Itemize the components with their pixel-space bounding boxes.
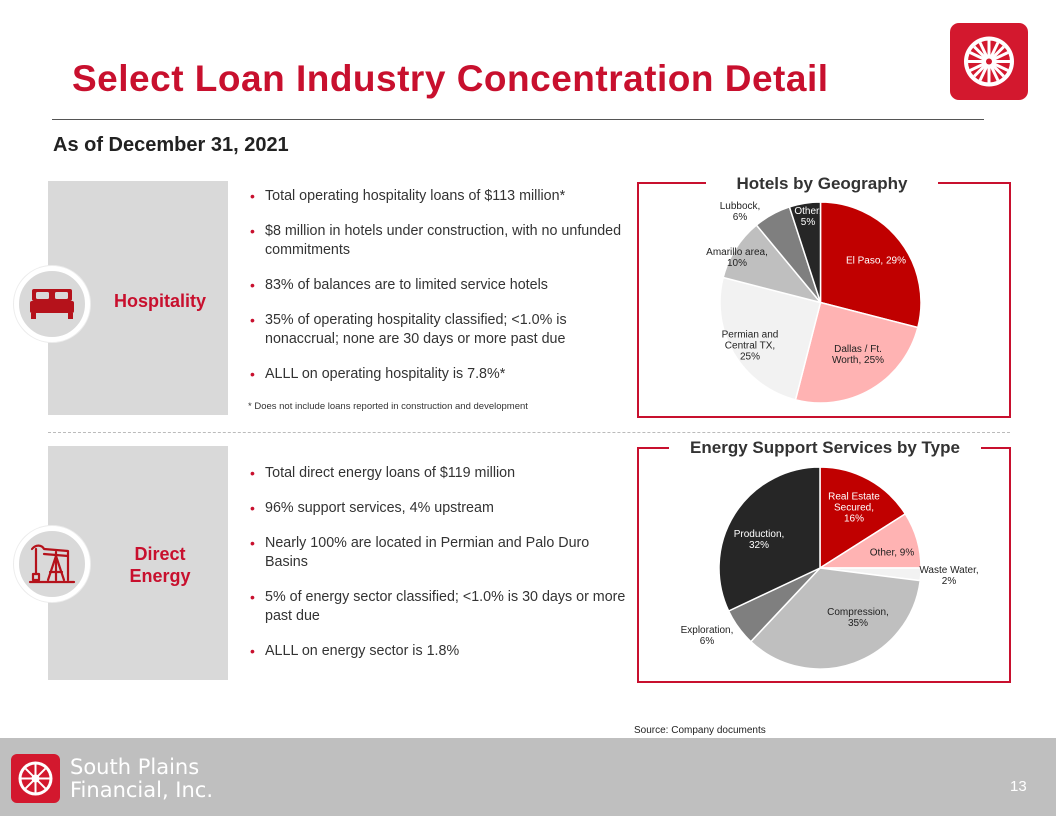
- company-name-line1: South Plains: [70, 755, 200, 779]
- pie-slice: [719, 276, 822, 401]
- slice-label: Lubbock, 6%: [720, 201, 761, 223]
- slice-label: Production, 32%: [734, 529, 785, 551]
- footer-bar: [0, 738, 1056, 816]
- energy-chart-title: Energy Support Services by Type: [669, 438, 981, 458]
- pie-slice: [788, 201, 822, 303]
- bullet-item: 35% of operating hospitality classified;…: [247, 311, 632, 349]
- slice-label: El Paso, 29%: [846, 256, 906, 267]
- slice-label: Amarillo area, 10%: [706, 247, 768, 269]
- source-note: Source: Company documents: [634, 725, 766, 736]
- company-logo-icon: [950, 23, 1028, 100]
- slice-label: Waste Water, 2%: [919, 565, 978, 587]
- bullet-item: 83% of balances are to limited service h…: [247, 276, 632, 295]
- bullet-item: ALLL on energy sector is 1.8%: [247, 642, 632, 661]
- slice-label: Permian and Central TX, 25%: [722, 330, 779, 363]
- slice-label: Exploration, 6%: [681, 625, 734, 647]
- slice-label: Real Estate Secured, 16%: [828, 492, 880, 525]
- hospitality-label: Hospitality: [113, 291, 206, 311]
- slice-label: Other, 5%: [794, 206, 821, 228]
- bullet-item: Total operating hospitality loans of $11…: [247, 187, 632, 206]
- bullet-item: Nearly 100% are located in Permian and P…: [247, 534, 632, 572]
- page-number: 13: [1010, 778, 1027, 795]
- bullet-item: 5% of energy sector classified; <1.0% is…: [247, 588, 632, 626]
- hotels-chart-title: Hotels by Geography: [706, 174, 938, 194]
- pie-slice: [749, 567, 922, 670]
- bed-icon: [14, 266, 90, 342]
- pie-slice: [819, 466, 907, 570]
- page-subtitle: As of December 31, 2021: [53, 134, 289, 156]
- footer-logo-icon: [11, 754, 60, 803]
- energy-label: Direct Energy: [100, 543, 220, 587]
- hotels-pie-chart: El Paso, 29% Dallas / Ft. Worth, 25% Permia…: [706, 201, 922, 404]
- slice-label: Dallas / Ft. Worth, 25%: [832, 344, 884, 366]
- pie-slice: [718, 466, 821, 613]
- company-name-line2: Financial, Inc.: [70, 778, 214, 802]
- bullet-item: 96% support services, 4% upstream: [247, 499, 632, 518]
- title-divider: [52, 119, 984, 120]
- footnote: * Does not include loans reported in con…: [248, 401, 528, 412]
- slice-label: Other, 9%: [870, 548, 915, 559]
- energy-label-line2: Energy: [129, 566, 191, 586]
- oil-pump-icon: [14, 526, 90, 602]
- section-divider: [48, 432, 1010, 433]
- energy-bullet-list: Total direct energy loans of $119 millio…: [247, 464, 632, 677]
- energy-label-line1: Direct: [134, 544, 186, 564]
- page-title: Select Loan Industry Concentration Detai…: [72, 58, 829, 99]
- slice-label: Compression, 35%: [827, 607, 889, 629]
- hospitality-bullet-list: Total operating hospitality loans of $11…: [247, 187, 632, 400]
- energy-pie-chart: Real Estate Secured, 16% Other, 9% Waste Wat…: [681, 466, 979, 670]
- company-name: South Plains Financial, Inc.: [70, 756, 213, 802]
- bullet-item: Total direct energy loans of $119 millio…: [247, 464, 632, 483]
- bullet-item: $8 million in hotels under construction,…: [247, 222, 632, 260]
- pie-slice: [794, 301, 919, 404]
- pie-slice: [819, 201, 922, 329]
- bullet-item: ALLL on operating hospitality is 7.8%*: [247, 365, 632, 384]
